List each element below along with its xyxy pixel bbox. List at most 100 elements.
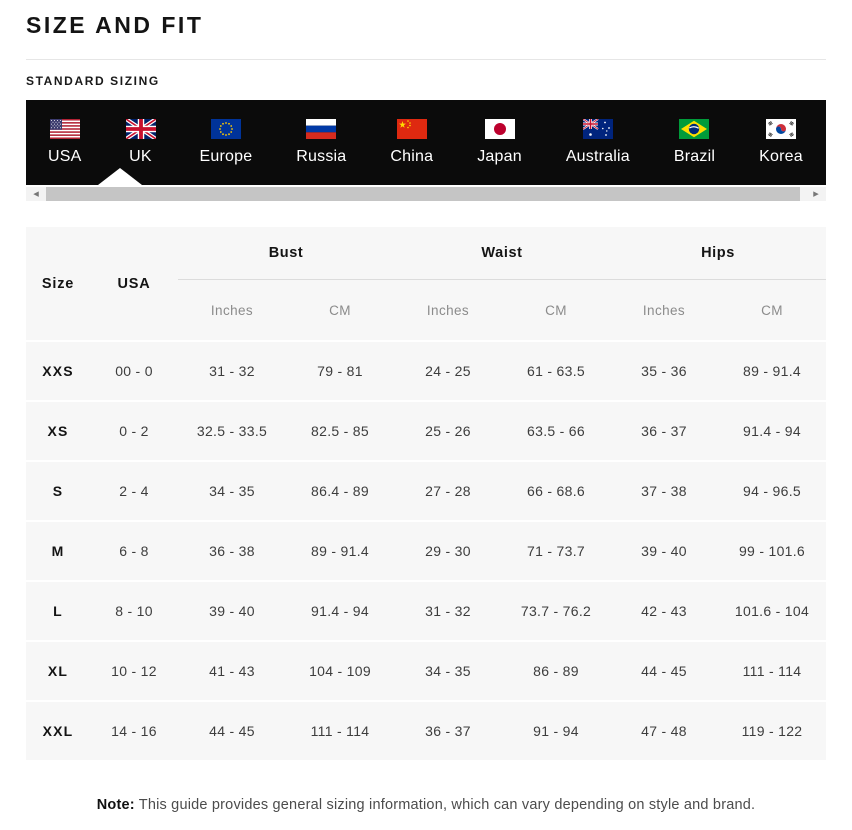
usa-flag-icon <box>49 119 80 139</box>
waist-in-cell: 25 - 26 <box>425 423 471 439</box>
size-cell: XS <box>47 423 69 439</box>
group-header-hips: Hips <box>701 245 735 261</box>
waist-in-cell: 36 - 37 <box>425 723 471 739</box>
size-cell: XL <box>47 663 69 679</box>
usa-cell: 00 - 0 <box>115 363 153 379</box>
usa-cell: 6 - 8 <box>119 543 149 559</box>
hips-in-cell: 39 - 40 <box>641 543 687 559</box>
bust-in-cell: 32.5 - 33.5 <box>196 423 268 439</box>
tab-japan[interactable]: Japan <box>455 119 544 166</box>
waist-cm-cell: 71 - 73.7 <box>527 543 585 559</box>
tab-usa[interactable]: USA <box>26 119 104 166</box>
waist-cm-cell: 63.5 - 66 <box>527 423 585 439</box>
group-header-bust: Bust <box>268 245 304 261</box>
table-row: M 6 - 8 36 - 38 89 - 91.4 29 - 30 71 - 7… <box>26 520 826 580</box>
table-row: S 2 - 4 34 - 35 86.4 - 89 27 - 28 66 - 6… <box>26 460 826 520</box>
hips-cm-cell: 101.6 - 104 <box>734 603 810 619</box>
title-divider <box>26 59 826 60</box>
tab-russia[interactable]: Russia <box>274 119 368 166</box>
waist-cm-cell: 66 - 68.6 <box>527 483 585 499</box>
scroll-right-button[interactable]: ▸ <box>806 187 826 201</box>
sizing-note: Note: This guide provides general sizing… <box>26 797 826 813</box>
tab-label: USA <box>48 148 82 165</box>
tab-europe[interactable]: Europe <box>178 119 275 166</box>
scrollbar-thumb[interactable] <box>46 187 800 201</box>
bust-cm-cell: 104 - 109 <box>309 663 371 679</box>
tab-label: UK <box>129 148 152 165</box>
horizontal-scrollbar[interactable]: ◂ ▸ <box>26 187 826 201</box>
scroll-left-button[interactable]: ◂ <box>26 187 46 201</box>
size-cell: XXL <box>42 723 74 739</box>
left-arrow-icon: ◂ <box>33 188 39 200</box>
usa-cell: 14 - 16 <box>111 723 157 739</box>
hips-in-cell: 37 - 38 <box>641 483 687 499</box>
size-chart-table: Size USA Bust Waist Hips Inches CM Inche… <box>26 227 826 760</box>
hips-in-cell: 42 - 43 <box>641 603 687 619</box>
table-row: XXL 14 - 16 44 - 45 111 - 114 36 - 37 91… <box>26 700 826 760</box>
size-cell: XXS <box>42 363 74 379</box>
russia-flag-icon <box>306 119 337 139</box>
bust-in-cell: 41 - 43 <box>209 663 255 679</box>
tab-korea[interactable]: Korea <box>737 119 825 166</box>
sub-header-bust-cm: CM <box>329 302 351 318</box>
tab-uk[interactable]: UK <box>104 119 178 166</box>
tab-label: Russia <box>296 148 347 165</box>
tab-label: Korea <box>759 148 803 165</box>
usa-cell: 10 - 12 <box>111 663 157 679</box>
waist-in-cell: 34 - 35 <box>425 663 471 679</box>
waist-cm-cell: 73.7 - 76.2 <box>520 603 592 619</box>
brazil-flag-icon <box>679 119 710 139</box>
bust-cm-cell: 86.4 - 89 <box>311 483 369 499</box>
bust-cm-cell: 91.4 - 94 <box>311 603 369 619</box>
tab-australia[interactable]: Australia <box>544 119 652 166</box>
right-arrow-icon: ▸ <box>813 188 819 200</box>
selected-tab-indicator <box>98 168 142 185</box>
size-cell: L <box>53 603 63 619</box>
table-header: Size USA Bust Waist Hips Inches CM Inche… <box>26 227 826 340</box>
hips-in-cell: 36 - 37 <box>641 423 687 439</box>
europe-flag-icon <box>210 119 241 139</box>
hips-cm-cell: 94 - 96.5 <box>743 483 801 499</box>
table-row: XS 0 - 2 32.5 - 33.5 82.5 - 85 25 - 26 6… <box>26 400 826 460</box>
bust-cm-cell: 79 - 81 <box>317 363 363 379</box>
tab-label: Australia <box>565 148 630 165</box>
sub-header-bust-inches: Inches <box>210 302 254 318</box>
column-header-size: Size <box>41 275 75 292</box>
group-header-divider <box>178 279 826 280</box>
size-cell: M <box>51 543 65 559</box>
bust-in-cell: 36 - 38 <box>209 543 255 559</box>
usa-cell: 8 - 10 <box>115 603 153 619</box>
hips-cm-cell: 111 - 114 <box>742 663 802 679</box>
tab-china[interactable]: China <box>368 119 455 166</box>
table-row: L 8 - 10 39 - 40 91.4 - 94 31 - 32 73.7 … <box>26 580 826 640</box>
waist-cm-cell: 61 - 63.5 <box>527 363 585 379</box>
hips-in-cell: 35 - 36 <box>641 363 687 379</box>
uk-flag-icon <box>125 119 156 139</box>
japan-flag-icon <box>484 119 515 139</box>
country-tab-bar: USA UK Europe <box>26 100 826 185</box>
bust-cm-cell: 82.5 - 85 <box>311 423 369 439</box>
china-flag-icon <box>396 119 427 139</box>
table-row: XL 10 - 12 41 - 43 104 - 109 34 - 35 86 … <box>26 640 826 700</box>
sub-header-hips-cm: CM <box>761 302 783 318</box>
waist-in-cell: 29 - 30 <box>425 543 471 559</box>
column-header-usa: USA <box>117 275 151 292</box>
usa-cell: 2 - 4 <box>119 483 149 499</box>
hips-cm-cell: 89 - 91.4 <box>743 363 801 379</box>
hips-cm-cell: 91.4 - 94 <box>743 423 801 439</box>
bust-cm-cell: 89 - 91.4 <box>311 543 369 559</box>
usa-cell: 0 - 2 <box>119 423 149 439</box>
page-title: SIZE AND FIT <box>26 12 204 38</box>
bust-in-cell: 39 - 40 <box>209 603 255 619</box>
sub-header-hips-inches: Inches <box>642 302 686 318</box>
table-row: XXS 00 - 0 31 - 32 79 - 81 24 - 25 61 - … <box>26 340 826 400</box>
waist-in-cell: 27 - 28 <box>425 483 471 499</box>
hips-in-cell: 44 - 45 <box>641 663 687 679</box>
australia-flag-icon <box>582 119 613 139</box>
waist-cm-cell: 91 - 94 <box>533 723 579 739</box>
waist-in-cell: 24 - 25 <box>425 363 471 379</box>
tab-brazil[interactable]: Brazil <box>652 119 737 166</box>
bust-in-cell: 31 - 32 <box>209 363 255 379</box>
hips-in-cell: 47 - 48 <box>641 723 687 739</box>
korea-flag-icon <box>765 119 796 139</box>
